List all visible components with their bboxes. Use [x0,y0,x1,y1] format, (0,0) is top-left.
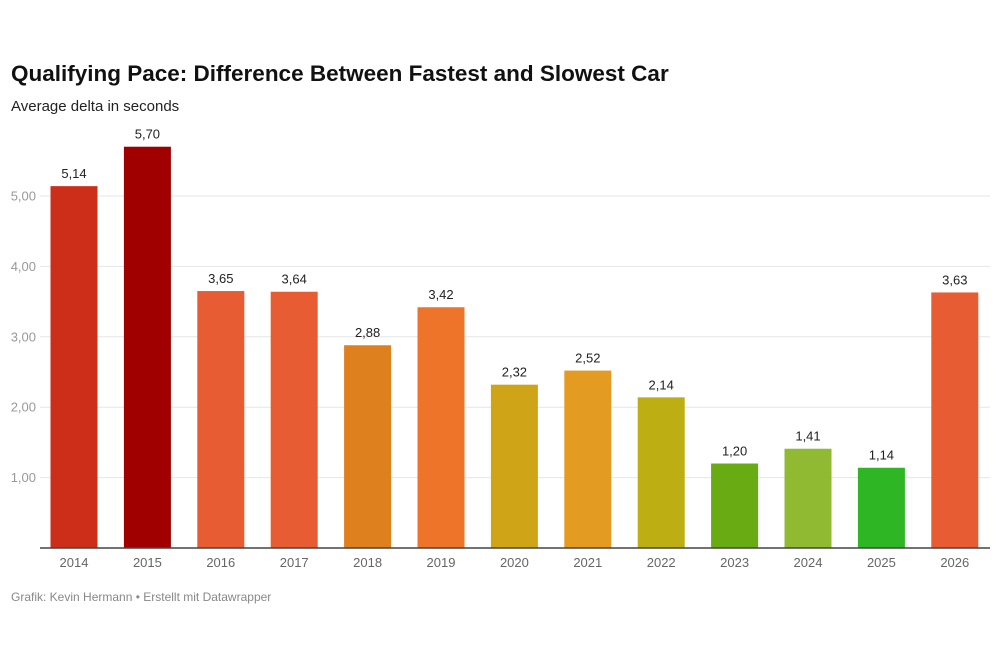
x-tick-label: 2019 [427,555,456,570]
data-label: 3,64 [282,272,307,287]
x-tick-label: 2020 [500,555,529,570]
data-label: 3,42 [428,287,453,302]
x-tick-label: 2021 [573,555,602,570]
data-label: 3,63 [942,272,967,287]
data-label: 1,41 [795,429,820,444]
y-tick-label: 5,00 [11,189,36,204]
data-label: 2,88 [355,325,380,340]
bar-2018 [344,345,392,548]
bar-2021 [564,370,612,548]
y-tick-label: 1,00 [11,470,36,485]
x-tick-label: 2025 [867,555,896,570]
x-tick-label: 2017 [280,555,309,570]
data-label: 1,14 [869,448,894,463]
bar-2024 [784,448,832,548]
data-label: 2,52 [575,351,600,366]
x-tick-label: 2014 [60,555,89,570]
x-tick-label: 2018 [353,555,382,570]
data-label: 3,65 [208,271,233,286]
data-label: 1,20 [722,444,747,459]
x-tick-label: 2022 [647,555,676,570]
bar-2017 [270,291,318,548]
bar-2015 [123,146,171,548]
chart-title: Qualifying Pace: Difference Between Fast… [11,61,669,86]
x-tick-label: 2023 [720,555,749,570]
bar-2019 [417,307,465,548]
bar-2023 [711,463,759,548]
bar-2026 [931,292,979,548]
y-tick-label: 3,00 [11,329,36,344]
bar-2016 [197,291,245,548]
chart-subtitle: Average delta in seconds [11,98,180,115]
bar-2022 [637,397,685,548]
x-tick-label: 2024 [794,555,823,570]
x-tick-label: 2026 [940,555,969,570]
data-label: 5,14 [61,166,86,181]
bar-2025 [857,467,905,548]
data-label: 2,32 [502,365,527,380]
bar-2020 [490,384,538,548]
bar-2014 [50,186,98,549]
y-tick-label: 2,00 [11,400,36,415]
data-label: 5,70 [135,127,160,142]
data-label: 2,14 [649,377,674,392]
x-tick-label: 2016 [206,555,235,570]
x-tick-label: 2015 [133,555,162,570]
y-tick-label: 4,00 [11,259,36,274]
chart-footer: Grafik: Kevin Hermann • Erstellt mit Dat… [11,590,272,604]
